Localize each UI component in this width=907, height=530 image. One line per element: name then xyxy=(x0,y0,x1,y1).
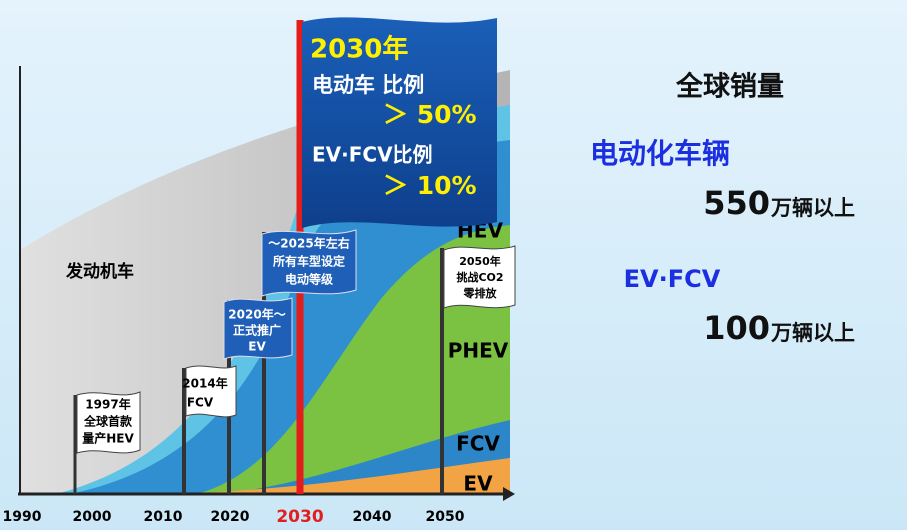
side-heading: EV·FCV xyxy=(624,265,721,293)
banner xyxy=(302,17,497,228)
axis-arrow xyxy=(503,487,515,501)
year-label: 2000 xyxy=(73,509,112,525)
flag-text: 所有车型设定 xyxy=(273,254,345,269)
banner-year: 2030年 xyxy=(310,34,408,65)
flag-text: 电动等级 xyxy=(285,272,333,287)
flag-text: FCV xyxy=(187,396,214,410)
flag-text: 正式推广 xyxy=(233,323,281,338)
flag xyxy=(223,297,293,360)
side-value: 550 xyxy=(703,184,770,222)
banner-label: 电动车 比例 xyxy=(312,73,424,97)
flag xyxy=(185,365,237,418)
flag-text: EV xyxy=(248,340,266,354)
side-unit: 万辆以上 xyxy=(770,321,855,345)
phev-area xyxy=(200,225,510,493)
flag xyxy=(443,245,516,309)
flag-text: 量产HEV xyxy=(82,431,134,446)
flag xyxy=(76,391,141,454)
engine-label: 发动机车 xyxy=(65,261,134,282)
flag-text: 全球首款 xyxy=(83,414,133,429)
ev-area xyxy=(200,458,510,493)
year-label: 2030 xyxy=(276,507,323,527)
banner-share: ＞ 50% xyxy=(383,100,477,129)
side-title: 全球销量 xyxy=(675,71,784,103)
flag xyxy=(261,229,357,297)
year-label: 2050 xyxy=(426,509,465,525)
year-label: 2040 xyxy=(353,509,392,525)
year-label: 2020 xyxy=(211,509,250,525)
banner-share: ＞ 10% xyxy=(383,171,477,200)
flag-text: 2014年 xyxy=(182,376,227,391)
flag-text: 零排放 xyxy=(463,286,498,300)
ev-label: EV xyxy=(463,472,493,496)
flag-text: 2020年～ xyxy=(228,307,285,322)
phev-label: PHEV xyxy=(448,339,509,363)
fcv-label: FCV xyxy=(456,432,500,456)
year-label: 2010 xyxy=(144,509,183,525)
flag-text: ～2025年左右 xyxy=(268,236,349,251)
side-heading: 电动化车辆 xyxy=(590,137,730,170)
flag-text: 2050年 xyxy=(459,254,501,268)
flag-text: 1997年 xyxy=(85,397,130,412)
side-value: 100 xyxy=(703,309,770,347)
flag-text: 挑战CO2 xyxy=(456,270,503,284)
banner-label: EV·FCV比例 xyxy=(312,143,433,167)
year-label: 1990 xyxy=(3,509,42,525)
side-unit: 万辆以上 xyxy=(770,196,855,220)
